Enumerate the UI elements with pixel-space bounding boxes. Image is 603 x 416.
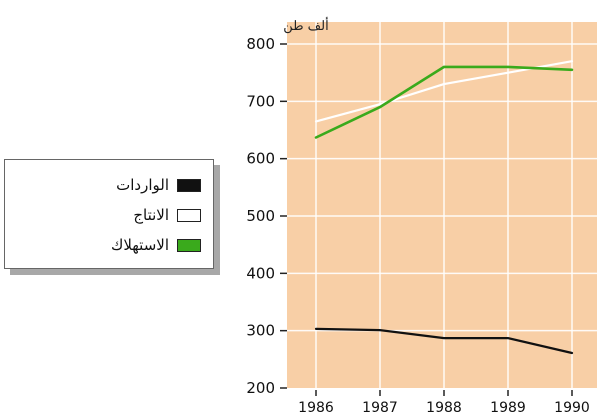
- y-axis-label: ألف طن: [283, 17, 328, 34]
- series-line-consumption: [314, 65, 574, 139]
- legend-item-consumption: الاستهلاك: [111, 236, 201, 254]
- legend: الواردات الانتاج الاستهلاك: [4, 159, 214, 269]
- x-tick-label: 1987: [362, 400, 398, 416]
- x-tick-label: 1986: [298, 400, 334, 416]
- legend-label-consumption: الاستهلاك: [110, 236, 169, 254]
- legend-item-production: الانتاج: [133, 206, 201, 224]
- y-tick-label: 200: [246, 379, 275, 397]
- legend-swatch-consumption: [177, 238, 201, 252]
- y-axis: 200 300 400 500 600 700 800: [246, 35, 287, 397]
- x-tick-label: 1990: [554, 400, 590, 416]
- legend-swatch-imports: [177, 178, 201, 192]
- legend-swatch-production: [177, 208, 201, 222]
- y-tick-label: 700: [246, 92, 275, 110]
- x-tick-label: 1988: [426, 400, 462, 416]
- legend-label-production: الانتاج: [133, 206, 169, 224]
- y-tick-label: 600: [246, 150, 275, 168]
- plot-background: [287, 22, 597, 388]
- x-tick-label: 1989: [490, 400, 526, 416]
- y-tick-label: 500: [246, 207, 275, 225]
- series-line-imports: [314, 327, 574, 355]
- legend-item-imports: الواردات: [116, 176, 201, 194]
- x-axis: 1986 1987 1988 1989 1990: [298, 390, 590, 416]
- y-tick-label: 400: [246, 264, 275, 282]
- y-tick-label: 300: [246, 322, 275, 340]
- y-tick-label: 800: [246, 35, 275, 53]
- legend-label-imports: الواردات: [116, 176, 169, 194]
- series-lines: [314, 60, 574, 355]
